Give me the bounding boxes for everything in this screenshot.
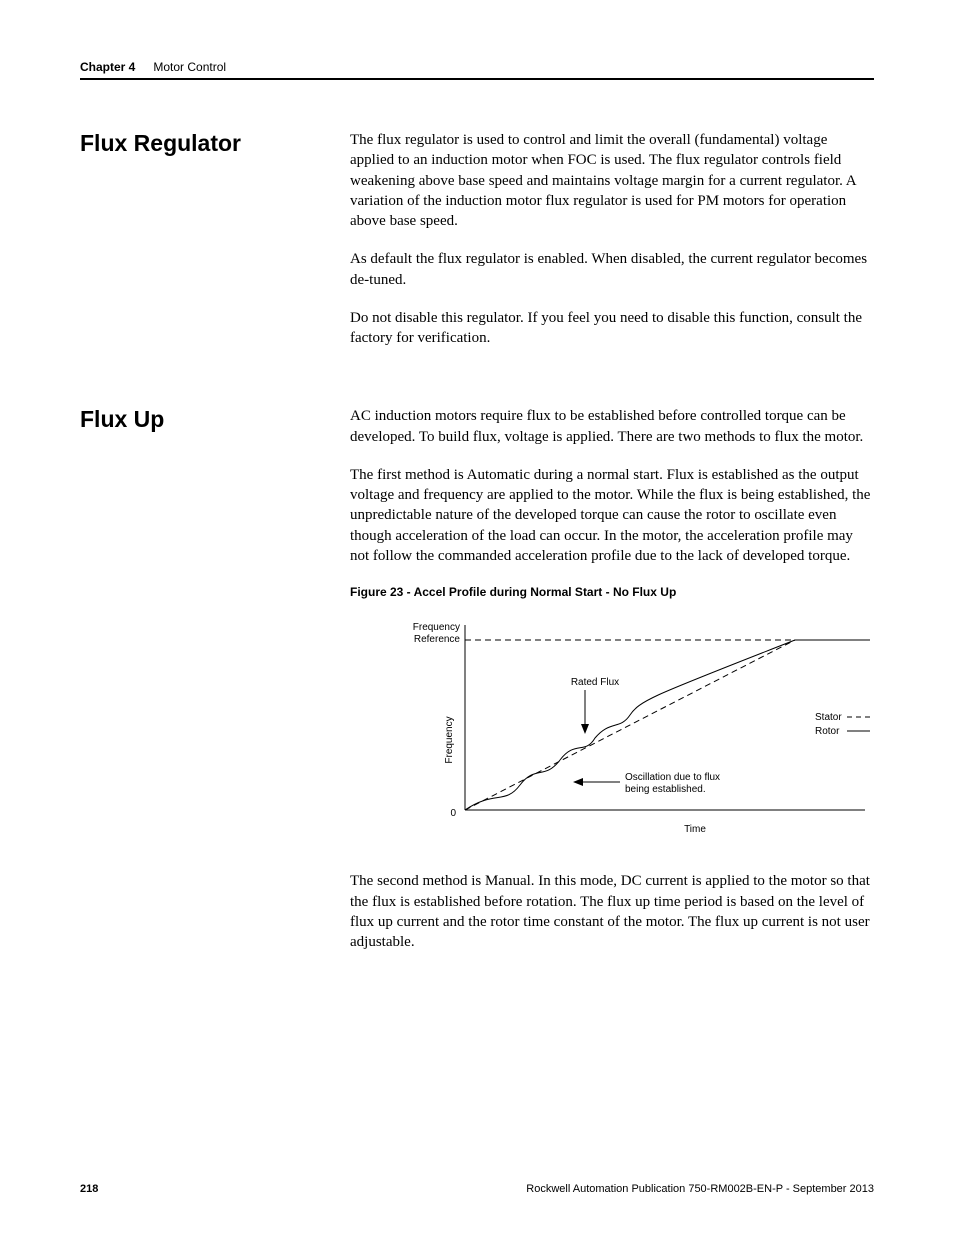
svg-text:0: 0 [450, 808, 456, 819]
chart-svg: Frequency Reference Frequency [410, 610, 870, 840]
figure-accel-profile: Frequency Reference Frequency [410, 610, 874, 846]
svg-text:Rated Flux: Rated Flux [571, 677, 619, 688]
page-header: Chapter 4 Motor Control [80, 60, 874, 80]
chapter-label: Chapter 4 [80, 60, 135, 74]
section-flux-up: Flux Up AC induction motors require flux… [80, 406, 874, 970]
paragraph: AC induction motors require flux to be e… [350, 406, 874, 447]
svg-text:Time: Time [684, 824, 706, 835]
body-flux-up: AC induction motors require flux to be e… [350, 406, 874, 970]
svg-text:Oscillation due to flux: Oscillation due to flux [625, 772, 720, 783]
section-flux-regulator: Flux Regulator The flux regulator is use… [80, 130, 874, 366]
heading-flux-regulator: Flux Regulator [80, 130, 350, 366]
publication-info: Rockwell Automation Publication 750-RM00… [526, 1183, 874, 1195]
figure-caption: Figure 23 - Accel Profile during Normal … [350, 584, 874, 600]
paragraph: The first method is Automatic during a n… [350, 465, 874, 566]
svg-text:Frequency: Frequency [444, 717, 455, 764]
svg-text:Rotor: Rotor [815, 726, 840, 737]
page: Chapter 4 Motor Control Flux Regulator T… [0, 0, 954, 1235]
paragraph: As default the flux regulator is enabled… [350, 249, 874, 290]
svg-text:being established.: being established. [625, 784, 706, 795]
page-number: 218 [80, 1183, 98, 1195]
svg-text:Frequency: Frequency [413, 622, 460, 633]
paragraph: Do not disable this regulator. If you fe… [350, 308, 874, 349]
chapter-title: Motor Control [153, 60, 226, 74]
svg-text:Stator: Stator [815, 712, 842, 723]
paragraph: The second method is Manual. In this mod… [350, 871, 874, 952]
page-footer: 218 Rockwell Automation Publication 750-… [80, 1183, 874, 1195]
heading-flux-up: Flux Up [80, 406, 350, 970]
svg-text:Reference: Reference [414, 634, 461, 645]
body-flux-regulator: The flux regulator is used to control an… [350, 130, 874, 366]
paragraph: The flux regulator is used to control an… [350, 130, 874, 231]
